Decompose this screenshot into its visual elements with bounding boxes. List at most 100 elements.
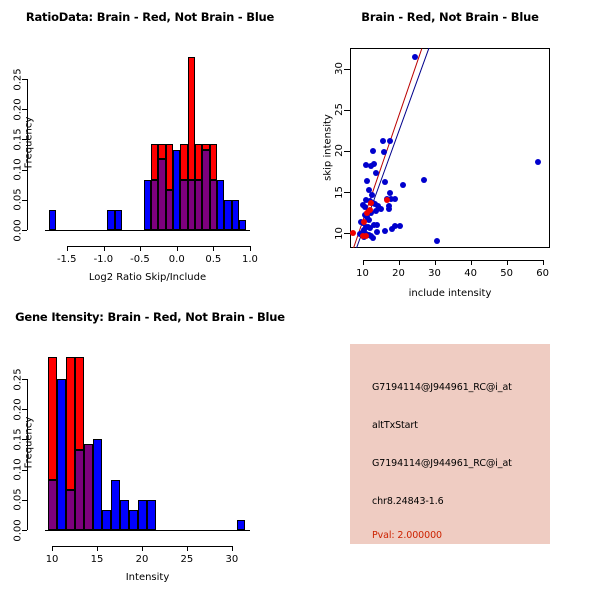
histogram-bar-not-brain xyxy=(128,510,138,530)
ratio-histogram-panel: RatioData: Brain - Red, Not Brain - Blue… xyxy=(0,0,300,300)
y-axis-tick xyxy=(22,169,27,171)
x-axis-tick xyxy=(103,246,105,251)
y-axis-tick-label: 0.00 xyxy=(12,518,24,542)
histogram-bar-brain xyxy=(165,143,174,190)
y-axis-tick-label: 0.10 xyxy=(12,458,24,481)
histogram-bar-overlap xyxy=(74,449,84,530)
scatter-point-not-brain xyxy=(420,176,427,183)
y-axis-tick xyxy=(344,150,350,152)
scatter-point-not-brain xyxy=(381,148,388,155)
y-axis-tick xyxy=(22,379,27,381)
histogram-bar-not-brain xyxy=(110,479,120,530)
x-axis-tick xyxy=(506,260,508,265)
histogram-bar-overlap xyxy=(158,159,166,230)
scatter-point-not-brain xyxy=(368,162,375,169)
scatter-point-not-brain xyxy=(363,161,370,168)
x-axis-tick-label: 20 xyxy=(135,554,149,565)
scatter-point-not-brain xyxy=(372,170,379,177)
scatter-point-not-brain xyxy=(379,138,386,144)
scatter-point-not-brain xyxy=(411,54,418,61)
scatter-point-not-brain xyxy=(371,200,378,207)
scatter-point-not-brain xyxy=(397,222,404,229)
histogram-bar-overlap xyxy=(195,179,203,230)
x-axis-baseline xyxy=(45,530,250,531)
x-axis-tick xyxy=(434,260,436,265)
x-axis-tick xyxy=(187,546,189,551)
ratio-histogram-plot: 0.00 0.05 0.10 0.15 0.20 0.25 -1.5 -1.0 -0.5 0.0 0… xyxy=(13,55,258,265)
scatter-point-brain xyxy=(361,219,368,226)
scatter-point-not-brain xyxy=(433,237,440,244)
histogram-bar-not-brain xyxy=(137,499,147,530)
y-axis-tick xyxy=(22,409,27,411)
histogram-bar-overlap xyxy=(151,179,159,230)
y-axis-tick xyxy=(22,499,27,501)
x-axis-tick xyxy=(140,246,142,251)
x-axis-line xyxy=(362,260,543,261)
y-axis-tick-label: 0.10 xyxy=(12,158,24,181)
x-axis-tick xyxy=(398,260,400,265)
histogram-bar-brain xyxy=(158,143,166,160)
y-axis-tick xyxy=(22,439,27,441)
scatter-point-brain xyxy=(363,232,370,239)
scatter-point-not-brain xyxy=(374,203,381,210)
scatter-panel: Brain - Red, Not Brain - Blue 10 15 20 25 30… xyxy=(300,0,600,300)
probe-id-line-2: G7194114@J944961_RC@i_at xyxy=(372,458,512,469)
x-axis-tick-label: 30 xyxy=(225,554,239,565)
scatter-point-not-brain xyxy=(363,197,370,204)
scatter-title: Brain - Red, Not Brain - Blue xyxy=(361,10,539,24)
scatter-point-not-brain xyxy=(388,196,395,203)
x-axis-tick xyxy=(66,246,68,251)
y-axis-tick xyxy=(22,530,27,531)
x-axis-tick xyxy=(142,546,144,551)
scatter-point-not-brain xyxy=(373,228,380,235)
scatter-point-not-brain xyxy=(392,196,399,203)
histogram-bar-brain xyxy=(202,143,210,150)
y-axis-tick xyxy=(344,233,350,235)
scatter-point-not-brain xyxy=(362,203,369,210)
y-axis-tick xyxy=(344,109,350,111)
scatter-point-not-brain xyxy=(367,225,374,232)
scatter-point-not-brain xyxy=(356,231,363,237)
y-axis-tick xyxy=(22,139,27,141)
x-axis-tick-label: 60 xyxy=(536,268,550,279)
gene-y-axis-label: Frequency xyxy=(23,416,35,468)
alt-event-type-line: altTxStart xyxy=(372,420,418,431)
y-axis-tick-label: 0.20 xyxy=(12,398,24,421)
y-axis-tick-label: 0.00 xyxy=(12,218,24,242)
histogram-bar-brain xyxy=(47,357,57,480)
histogram-bar-overlap xyxy=(209,179,218,230)
y-axis-tick-label: 25 xyxy=(333,103,345,117)
histogram-bar-not-brain xyxy=(101,510,111,530)
y-axis-tick-label: 10 xyxy=(333,226,345,240)
x-axis-tick-label: 40 xyxy=(464,268,477,279)
histogram-bar-not-brain xyxy=(239,219,247,230)
x-axis-tick xyxy=(52,546,54,551)
chromosome-location-line: chr8.24843-1.6 xyxy=(372,496,444,507)
gene-intensity-plot: 0.00 0.05 0.10 0.15 0.20 0.25 10 15 20 25 30 xyxy=(13,355,250,565)
histogram-bar-brain xyxy=(195,143,203,180)
scatter-point-not-brain xyxy=(381,179,388,186)
y-axis-tick xyxy=(22,230,27,231)
histogram-bar-brain xyxy=(74,357,84,450)
x-axis-tick-label: 50 xyxy=(500,268,513,279)
x-axis-tick-label: 15 xyxy=(90,554,104,565)
y-axis-tick-label: 20 xyxy=(333,144,345,158)
ratio-y-axis-label: Frequency xyxy=(23,116,35,168)
x-axis-tick-label: 0.0 xyxy=(168,254,185,265)
scatter-point-not-brain xyxy=(366,217,373,224)
y-axis-tick xyxy=(344,68,350,70)
histogram-bar-overlap xyxy=(65,489,75,530)
scatter-point-brain xyxy=(368,199,375,206)
histogram-bar-overlap xyxy=(83,443,93,530)
x-axis-tick xyxy=(362,260,364,265)
histogram-bar-overlap xyxy=(165,189,174,230)
histogram-bar-not-brain xyxy=(143,179,152,230)
x-axis-tick xyxy=(470,260,472,265)
x-axis-tick-label: 10 xyxy=(356,268,369,279)
histogram-bar-brain xyxy=(65,357,75,490)
scatter-plot-area: 10 15 20 25 30 10 20 30 40 50 60 xyxy=(333,48,550,279)
x-axis-tick-label: -1.5 xyxy=(56,254,77,265)
y-axis-tick-label: 30 xyxy=(333,62,345,75)
x-axis-tick-label: 1.0 xyxy=(242,254,258,265)
scatter-point-not-brain xyxy=(364,213,371,220)
